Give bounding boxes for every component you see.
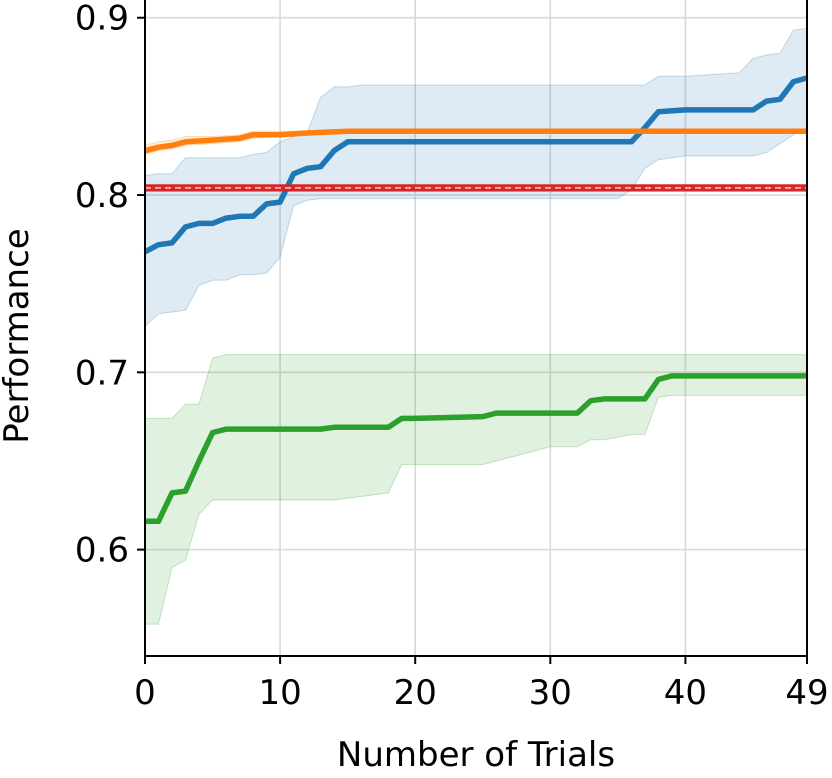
x-tick-label: 10 bbox=[258, 673, 301, 713]
green-series-line bbox=[145, 373, 807, 525]
x-tick-label: 49 bbox=[785, 673, 828, 713]
y-tick-label: 0.9 bbox=[75, 0, 129, 39]
axes bbox=[137, 0, 808, 664]
x-tick-label: 30 bbox=[529, 673, 572, 713]
y-axis-label: Performance bbox=[0, 228, 37, 443]
blue-series-line bbox=[143, 75, 808, 255]
green-confidence-band bbox=[144, 354, 808, 625]
y-tick-label: 0.6 bbox=[75, 531, 129, 571]
confidence-bands bbox=[144, 27, 808, 625]
tick-labels: 0 10 20 30 40 49 0.6 0.7 0.8 0.9 bbox=[75, 0, 829, 713]
x-axis-label: Number of Trials bbox=[337, 735, 615, 775]
x-tick-label: 40 bbox=[664, 673, 707, 713]
x-tick-label: 0 bbox=[134, 673, 156, 713]
y-tick-label: 0.8 bbox=[75, 176, 129, 216]
series-lines bbox=[143, 75, 808, 525]
y-tick-label: 0.7 bbox=[75, 353, 129, 393]
blue-confidence-band bbox=[144, 27, 808, 328]
orange-series-line bbox=[144, 128, 807, 154]
x-tick-label: 20 bbox=[394, 673, 437, 713]
